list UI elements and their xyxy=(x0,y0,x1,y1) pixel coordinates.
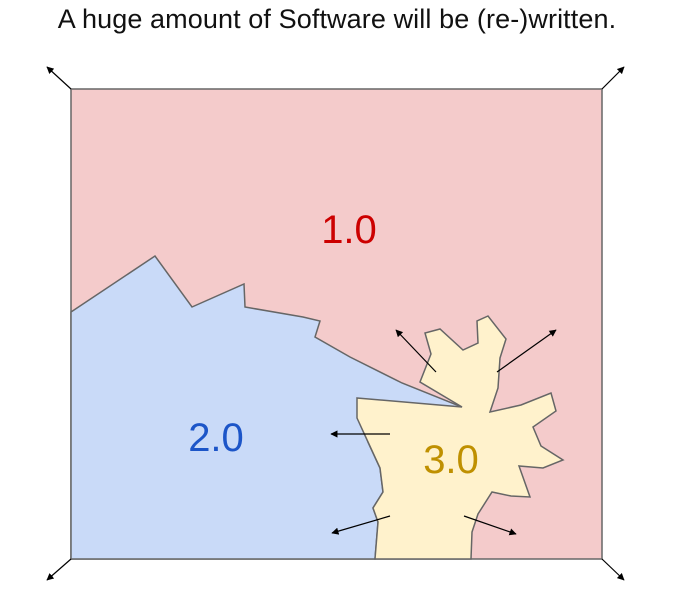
label-2-0: 2.0 xyxy=(188,416,244,460)
label-1-0: 1.0 xyxy=(321,208,377,252)
label-3-0: 3.0 xyxy=(423,438,479,482)
arrow-3-0-up-right xyxy=(496,329,557,373)
arrow-bottom-left xyxy=(46,558,72,581)
arrow-3-0-down-right xyxy=(463,515,517,536)
arrow-3-0-down-left xyxy=(331,515,391,535)
arrow-3-0-up-left xyxy=(395,329,437,373)
diagram-title: A huge amount of Software will be (re-)w… xyxy=(57,4,617,34)
arrow-bottom-right xyxy=(601,558,625,581)
arrow-top-left xyxy=(46,66,72,90)
arrow-top-right xyxy=(601,66,625,90)
